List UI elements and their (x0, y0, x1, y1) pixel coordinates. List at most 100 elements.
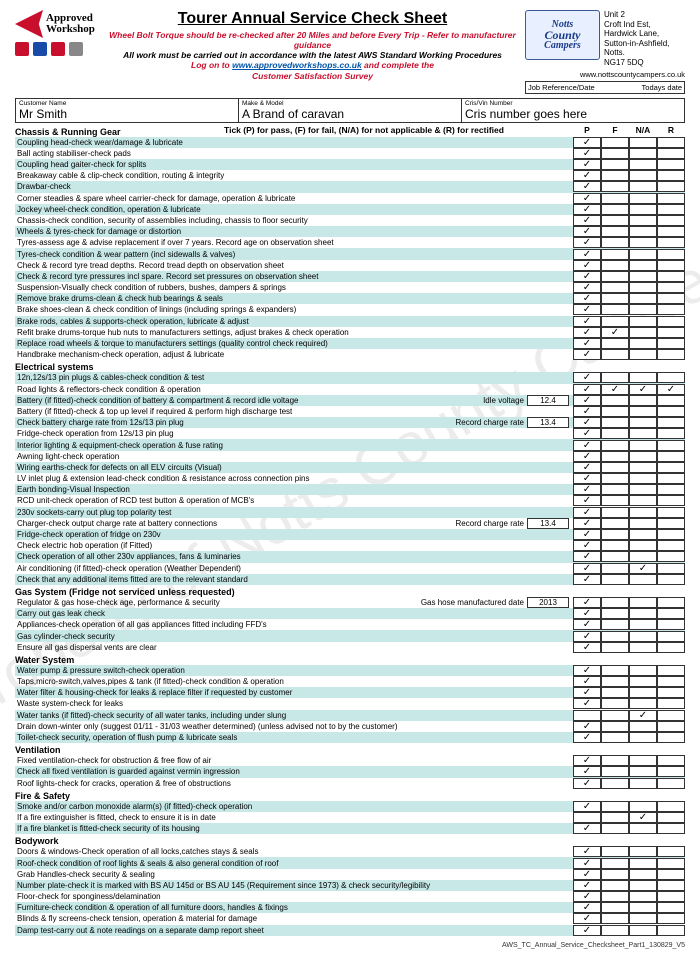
check-na[interactable] (629, 451, 657, 462)
check-r[interactable] (657, 473, 685, 484)
check-r[interactable] (657, 925, 685, 936)
check-na[interactable] (629, 698, 657, 709)
check-na[interactable] (629, 193, 657, 204)
check-r[interactable] (657, 778, 685, 789)
check-f[interactable] (601, 631, 629, 642)
check-r[interactable] (657, 902, 685, 913)
check-na[interactable] (629, 338, 657, 349)
check-r[interactable] (657, 608, 685, 619)
check-f[interactable] (601, 732, 629, 743)
check-p[interactable]: ✓ (573, 732, 601, 743)
check-p[interactable]: ✓ (573, 721, 601, 732)
check-f[interactable] (601, 518, 629, 529)
check-na[interactable] (629, 304, 657, 315)
check-f[interactable]: ✓ (601, 384, 629, 395)
check-r[interactable] (657, 237, 685, 248)
check-na[interactable] (629, 823, 657, 834)
check-r[interactable] (657, 406, 685, 417)
check-r[interactable] (657, 181, 685, 192)
check-na[interactable]: ✓ (629, 812, 657, 823)
check-f[interactable] (601, 406, 629, 417)
check-r[interactable] (657, 858, 685, 869)
check-r[interactable] (657, 812, 685, 823)
check-f[interactable] (601, 880, 629, 891)
check-p[interactable]: ✓ (573, 880, 601, 891)
check-na[interactable] (629, 473, 657, 484)
check-f[interactable] (601, 846, 629, 857)
check-na[interactable] (629, 417, 657, 428)
check-p[interactable]: ✓ (573, 665, 601, 676)
check-na[interactable] (629, 349, 657, 360)
check-r[interactable] (657, 721, 685, 732)
check-f[interactable] (601, 891, 629, 902)
check-r[interactable] (657, 891, 685, 902)
check-r[interactable] (657, 766, 685, 777)
check-f[interactable] (601, 721, 629, 732)
check-p[interactable]: ✓ (573, 778, 601, 789)
check-p[interactable]: ✓ (573, 495, 601, 506)
check-p[interactable]: ✓ (573, 846, 601, 857)
check-p[interactable]: ✓ (573, 440, 601, 451)
check-r[interactable] (657, 282, 685, 293)
check-p[interactable]: ✓ (573, 451, 601, 462)
check-p[interactable]: ✓ (573, 406, 601, 417)
check-na[interactable] (629, 846, 657, 857)
check-r[interactable] (657, 372, 685, 383)
check-p[interactable]: ✓ (573, 869, 601, 880)
check-p[interactable]: ✓ (573, 327, 601, 338)
check-r[interactable] (657, 215, 685, 226)
check-p[interactable]: ✓ (573, 608, 601, 619)
check-p[interactable]: ✓ (573, 801, 601, 812)
check-f[interactable] (601, 766, 629, 777)
check-r[interactable] (657, 563, 685, 574)
check-na[interactable] (629, 755, 657, 766)
check-r[interactable] (657, 462, 685, 473)
check-p[interactable]: ✓ (573, 563, 601, 574)
check-r[interactable] (657, 271, 685, 282)
check-r[interactable] (657, 801, 685, 812)
check-na[interactable] (629, 551, 657, 562)
check-na[interactable]: ✓ (629, 384, 657, 395)
check-r[interactable] (657, 676, 685, 687)
check-f[interactable] (601, 495, 629, 506)
check-r[interactable] (657, 529, 685, 540)
check-r[interactable] (657, 260, 685, 271)
check-p[interactable]: ✓ (573, 159, 601, 170)
check-f[interactable] (601, 304, 629, 315)
check-f[interactable] (601, 237, 629, 248)
check-na[interactable] (629, 282, 657, 293)
check-na[interactable] (629, 484, 657, 495)
check-p[interactable]: ✓ (573, 619, 601, 630)
check-na[interactable] (629, 462, 657, 473)
check-na[interactable] (629, 574, 657, 585)
check-p[interactable]: ✓ (573, 484, 601, 495)
check-f[interactable]: ✓ (601, 327, 629, 338)
check-r[interactable] (657, 710, 685, 721)
check-p[interactable]: ✓ (573, 372, 601, 383)
check-f[interactable] (601, 507, 629, 518)
check-p[interactable]: ✓ (573, 395, 601, 406)
check-r[interactable] (657, 316, 685, 327)
check-f[interactable] (601, 665, 629, 676)
check-f[interactable] (601, 215, 629, 226)
check-na[interactable] (629, 925, 657, 936)
check-p[interactable] (573, 710, 601, 721)
check-r[interactable] (657, 846, 685, 857)
check-na[interactable] (629, 642, 657, 653)
check-na[interactable] (629, 395, 657, 406)
check-r[interactable] (657, 913, 685, 924)
check-na[interactable] (629, 676, 657, 687)
check-r[interactable] (657, 137, 685, 148)
check-p[interactable]: ✓ (573, 417, 601, 428)
check-p[interactable]: ✓ (573, 148, 601, 159)
check-p[interactable]: ✓ (573, 642, 601, 653)
check-p[interactable]: ✓ (573, 902, 601, 913)
check-r[interactable] (657, 395, 685, 406)
check-p[interactable]: ✓ (573, 687, 601, 698)
check-na[interactable] (629, 316, 657, 327)
check-p[interactable]: ✓ (573, 181, 601, 192)
check-r[interactable] (657, 732, 685, 743)
check-na[interactable] (629, 260, 657, 271)
check-f[interactable] (601, 858, 629, 869)
check-p[interactable]: ✓ (573, 462, 601, 473)
